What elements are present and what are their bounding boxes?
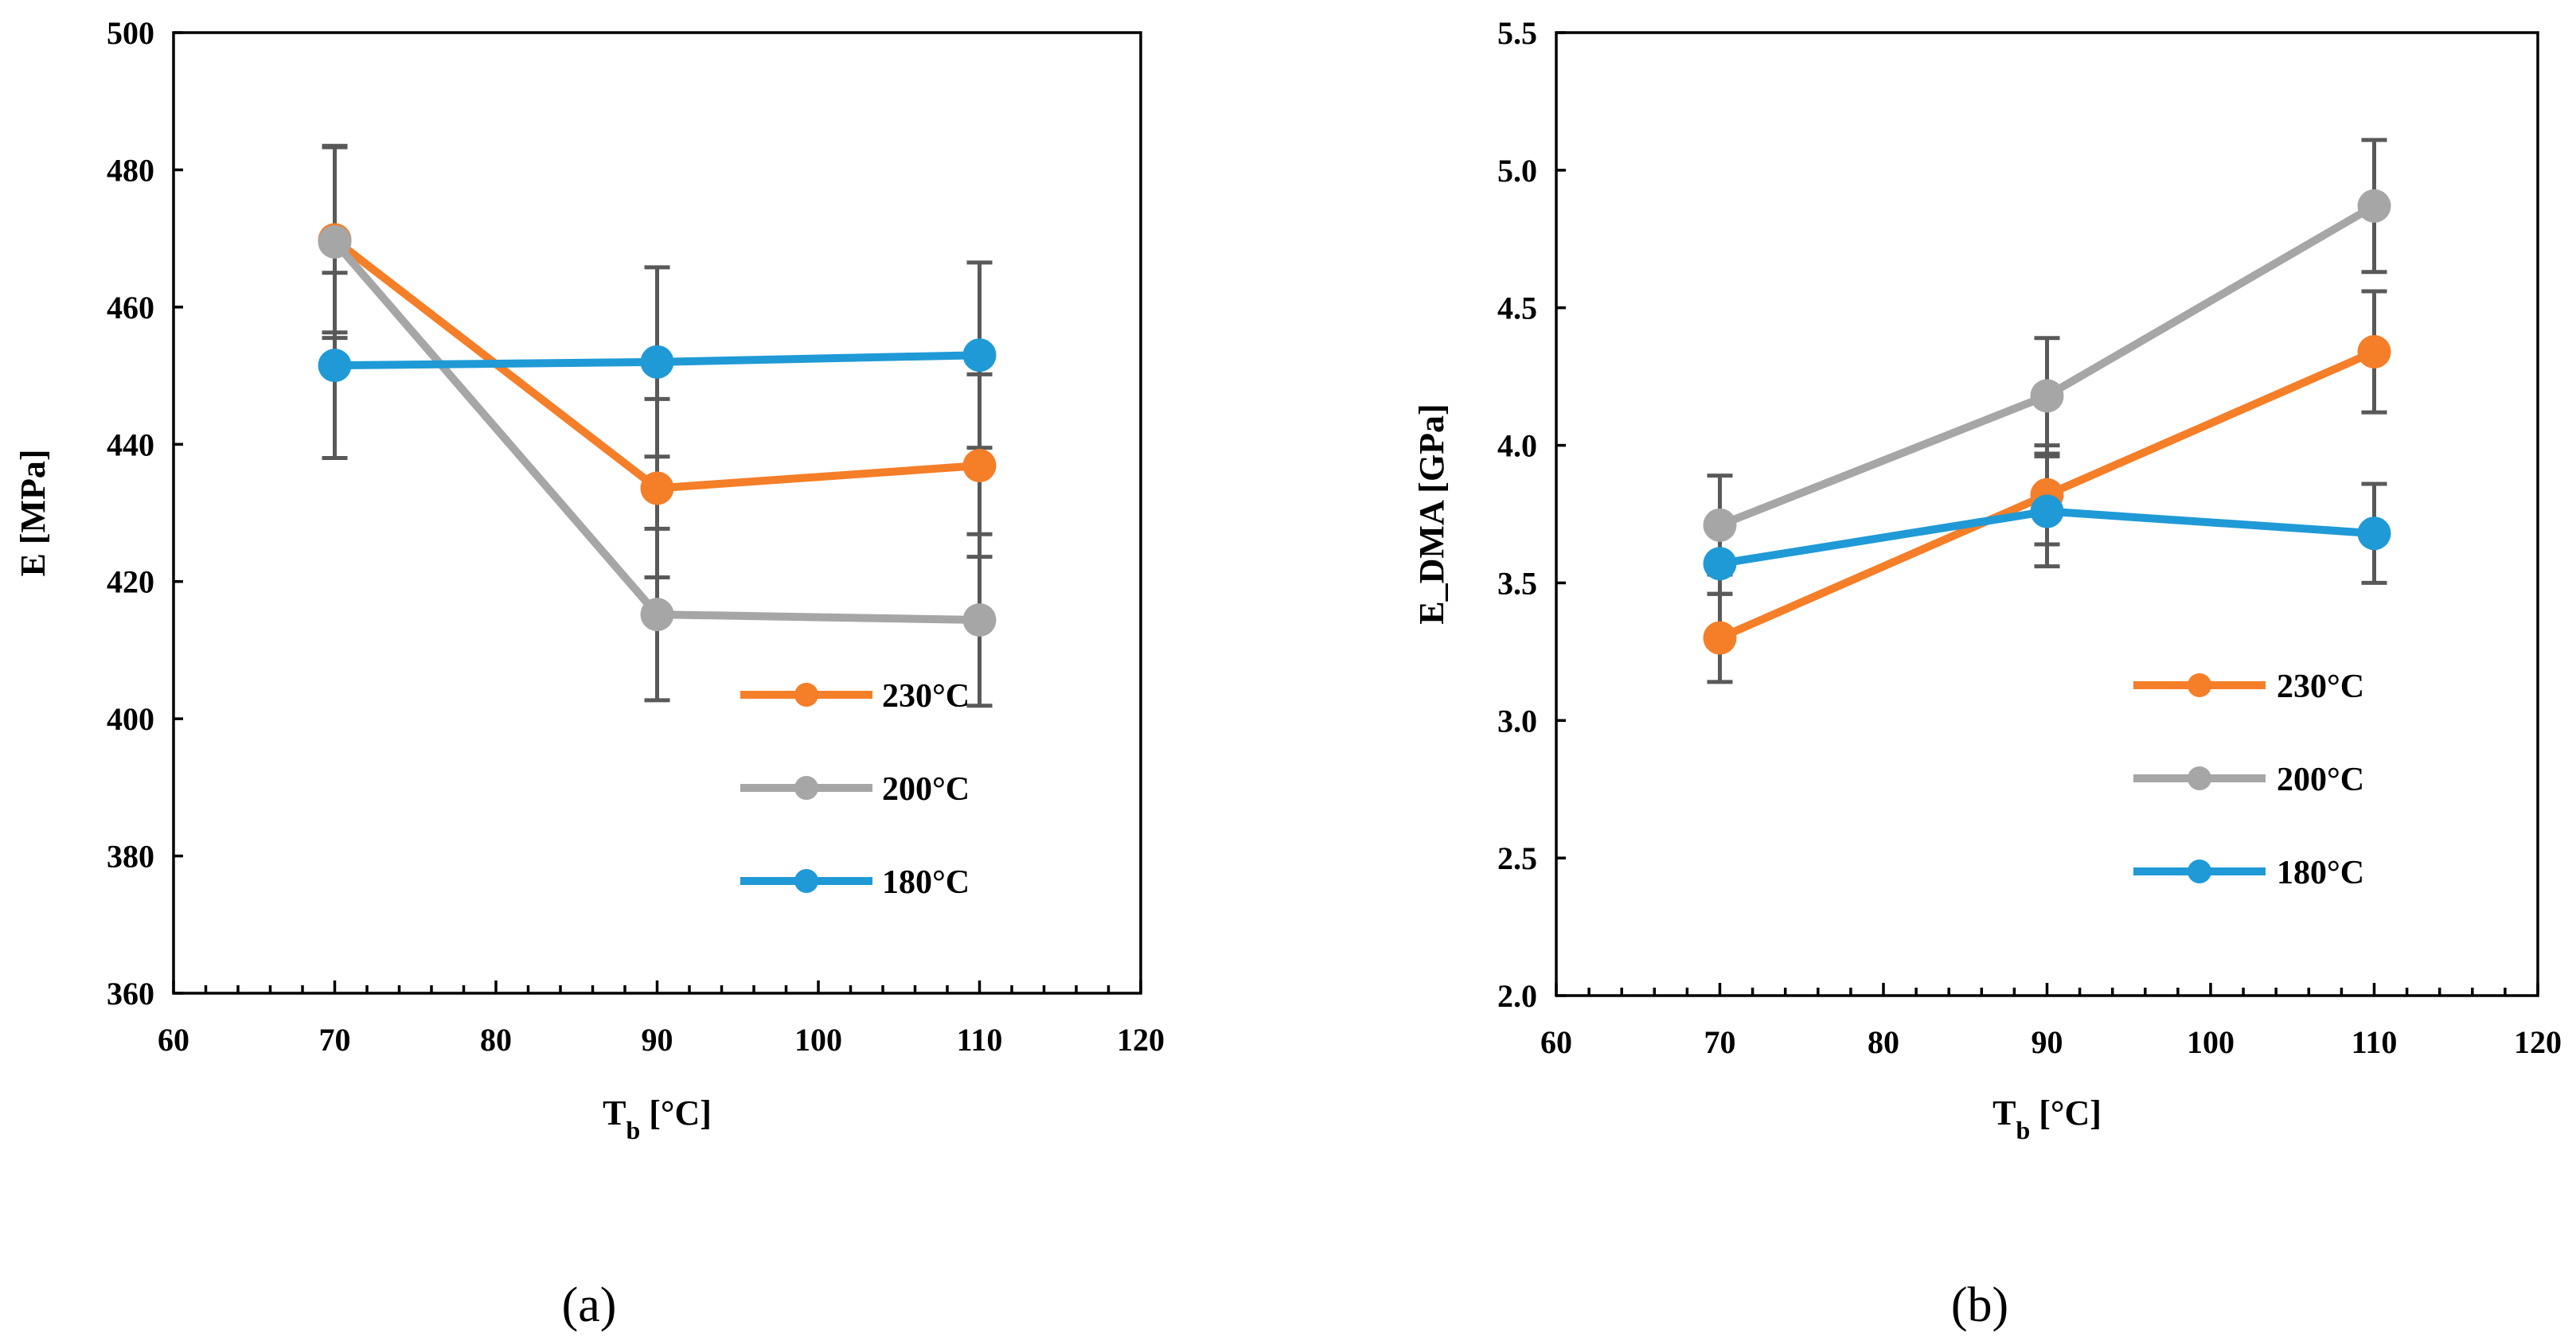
x-axis-title: Tb [°C] (603, 1093, 712, 1144)
x-axis-title-main: T (603, 1093, 626, 1132)
x-tick-label: 80 (1868, 1024, 1899, 1060)
legend-marker (794, 776, 818, 800)
y-tick-label: 5.0 (1497, 153, 1537, 189)
y-axis-title: E_DMA [GPa] (1412, 403, 1451, 624)
panel-b: 2.0 2.5 3.0 3.5 4.0 4.5 5.0 5.5 60 70 80 90 100 110 12… (1412, 15, 2562, 1332)
y-tick-label: 360 (107, 976, 154, 1012)
x-tick-label: 100 (2187, 1024, 2234, 1060)
x-axis-title-main: T (1992, 1093, 2016, 1132)
x-axis-title-subscript: b (626, 1116, 640, 1144)
x-tick-label: 110 (957, 1022, 1003, 1058)
data-point (2030, 494, 2064, 528)
data-point (1703, 508, 1737, 542)
legend-label: 180°C (882, 864, 970, 901)
x-tick-label: 120 (2514, 1024, 2562, 1060)
y-tick-label: 480 (107, 152, 154, 188)
panel-label: (b) (1951, 1278, 2008, 1332)
data-point (962, 449, 997, 483)
x-axis-title-unit: [°C] (640, 1093, 712, 1132)
legend-marker (794, 683, 818, 707)
legend-marker (794, 869, 818, 893)
x-tick-label: 90 (642, 1022, 673, 1058)
legend-marker (2188, 673, 2211, 697)
data-point (1703, 621, 1737, 655)
x-tick-label: 70 (1704, 1024, 1736, 1060)
x-tick-label: 80 (480, 1022, 512, 1058)
data-point (2357, 335, 2391, 369)
x-tick-label: 110 (2352, 1024, 2398, 1060)
x-tick-label: 100 (794, 1022, 842, 1058)
panel-label: (a) (562, 1278, 617, 1332)
x-axis-title-unit: [°C] (2030, 1093, 2102, 1132)
data-point (962, 602, 997, 637)
y-tick-label: 460 (107, 290, 154, 326)
y-axis-title: E [MPa] (14, 449, 53, 576)
y-tick-label: 440 (107, 427, 154, 462)
legend-label: 200°C (2277, 762, 2364, 798)
x-tick-label: 60 (1540, 1024, 1572, 1060)
x-axis-title: Tb [°C] (1992, 1093, 2102, 1144)
y-tick-label: 380 (107, 839, 154, 875)
y-tick-label: 500 (107, 15, 154, 51)
legend-marker (2188, 860, 2211, 883)
legend-label: 230°C (882, 678, 970, 715)
y-tick-label: 420 (107, 564, 154, 600)
legend-label: 230°C (2277, 669, 2364, 705)
data-point (318, 224, 352, 259)
data-point (1703, 547, 1737, 581)
data-point (640, 345, 674, 379)
data-point (640, 598, 674, 632)
data-point (640, 471, 674, 505)
data-point (2030, 379, 2064, 413)
x-axis-title-subscript: b (2016, 1116, 2030, 1144)
panel-a: 360 380 400 420 440 460 480 500 60 70 80 90 100 110 12… (14, 15, 1165, 1332)
x-tick-label: 90 (2032, 1024, 2063, 1060)
y-tick-label: 5.5 (1497, 15, 1537, 51)
y-tick-label: 2.5 (1497, 840, 1537, 876)
y-tick-label: 4.0 (1497, 428, 1537, 464)
y-tick-label: 3.5 (1497, 565, 1537, 601)
y-tick-label: 4.5 (1497, 290, 1537, 326)
x-tick-label: 120 (1117, 1022, 1165, 1058)
x-tick-label: 60 (158, 1022, 189, 1058)
data-point (2357, 517, 2391, 551)
y-tick-label: 3.0 (1497, 703, 1537, 739)
y-tick-label: 2.0 (1497, 978, 1537, 1014)
data-point (962, 338, 997, 372)
legend-marker (2188, 766, 2211, 790)
data-point (318, 349, 352, 383)
x-tick-label: 70 (319, 1022, 351, 1058)
data-point (2357, 189, 2391, 223)
legend-label: 200°C (882, 771, 970, 808)
y-tick-label: 400 (107, 701, 154, 737)
legend-label: 180°C (2277, 855, 2364, 891)
